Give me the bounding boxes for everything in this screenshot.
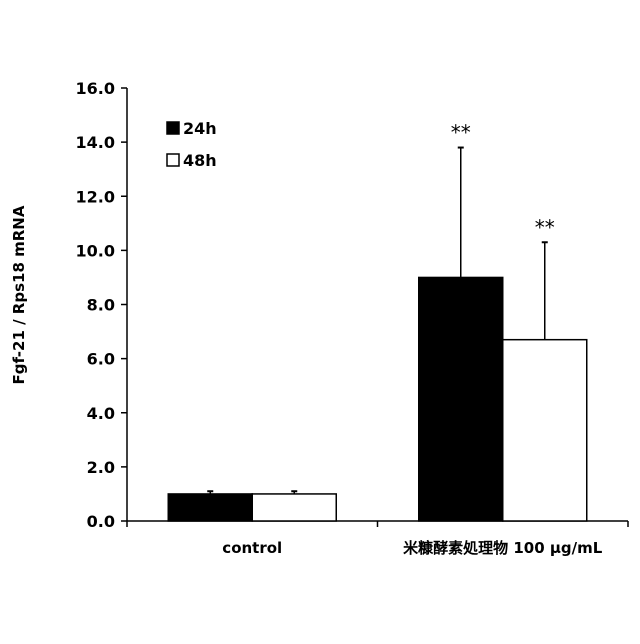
y-axis-label: Fgf-21 / Rps18 mRNA [10,205,28,384]
bar [168,494,252,521]
significance-label: ** [535,215,555,239]
y-tick-label: 6.0 [87,350,115,369]
bar [419,277,503,521]
legend-label: 48h [183,151,217,170]
y-tick-label: 8.0 [87,296,115,315]
x-tick-label: control [222,539,282,557]
y-tick-label: 10.0 [76,241,115,260]
y-tick-label: 0.0 [87,512,115,531]
y-tick-label: 12.0 [76,187,115,206]
bar [252,494,336,521]
legend-swatch [167,122,179,134]
x-axis: control 米糠酵素処理物 100 μg/mL [127,521,628,557]
bar [503,340,587,521]
y-tick-label: 16.0 [76,79,115,98]
legend-label: 24h [183,119,217,138]
y-tick-label: 14.0 [76,133,115,152]
bars: ** ** [168,121,587,521]
significance-label: ** [451,121,471,145]
legend: 24h 48h [167,119,217,170]
legend-swatch [167,154,179,166]
x-tick-label: 米糠酵素処理物 100 μg/mL [403,539,603,557]
y-axis: 0.0 2.0 4.0 6.0 8.0 10.0 12.0 14.0 16.0 [76,79,127,531]
y-tick-label: 4.0 [87,404,115,423]
y-tick-label: 2.0 [87,458,115,477]
